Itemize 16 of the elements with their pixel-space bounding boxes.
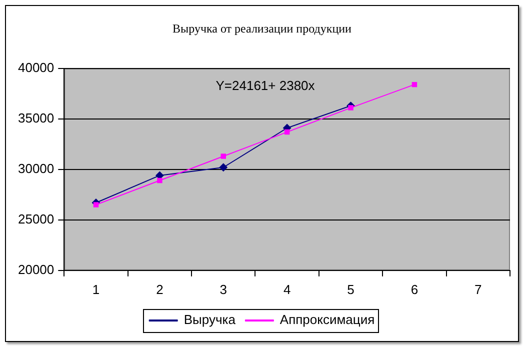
y-tick-label: 25000 xyxy=(18,211,54,226)
legend-label: Аппроксимация xyxy=(280,312,375,328)
y-tick-label: 35000 xyxy=(18,110,54,126)
annotation: Y=24161+ 2380x xyxy=(216,78,316,93)
y-tick-label: 30000 xyxy=(18,160,54,176)
x-tick-label: 7 xyxy=(474,282,482,297)
y-tick-label: 20000 xyxy=(18,262,54,277)
x-tick-label: 6 xyxy=(410,282,418,297)
x-tick-label: 2 xyxy=(156,282,164,297)
chart-title: Выручка от реализации продукции xyxy=(172,21,352,36)
x-tick-label: 3 xyxy=(220,282,227,297)
x-tick-label: 5 xyxy=(347,282,354,297)
legend-label: Выручка xyxy=(184,312,236,328)
x-tick-label: 1 xyxy=(92,282,100,297)
x-tick-label: 4 xyxy=(283,282,291,297)
y-tick-label: 40000 xyxy=(18,60,54,75)
